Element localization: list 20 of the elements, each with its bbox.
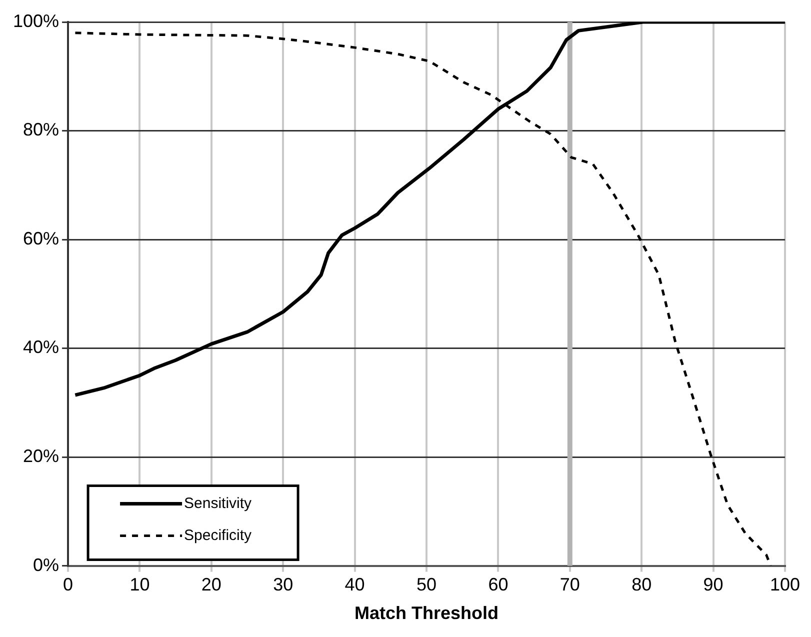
x-tick-label: 0	[63, 574, 74, 595]
y-tick-label: 0%	[33, 554, 60, 575]
x-tick-label: 50	[416, 574, 437, 595]
legend-label: Sensitivity	[184, 494, 252, 512]
x-tick-label: 10	[130, 574, 150, 595]
y-tick-label: 80%	[23, 120, 60, 140]
x-axis-title: Match Threshold	[354, 603, 499, 624]
legend-label: Specificity	[184, 526, 252, 544]
x-tick-label: 100	[770, 574, 800, 595]
x-tick-label: 70	[560, 574, 580, 595]
y-tick-label: 100%	[12, 10, 60, 31]
x-tick-label: 20	[201, 574, 222, 595]
y-tick-label: 40%	[23, 337, 60, 358]
x-tick-label: 60	[488, 574, 508, 595]
y-tick-label: 60%	[23, 228, 60, 248]
x-tick-label: 90	[703, 574, 724, 595]
x-tick-label: 40	[344, 574, 365, 595]
y-tick-label: 20%	[23, 446, 60, 466]
x-tick-label: 30	[273, 574, 294, 595]
x-tick-label: 80	[632, 574, 652, 595]
